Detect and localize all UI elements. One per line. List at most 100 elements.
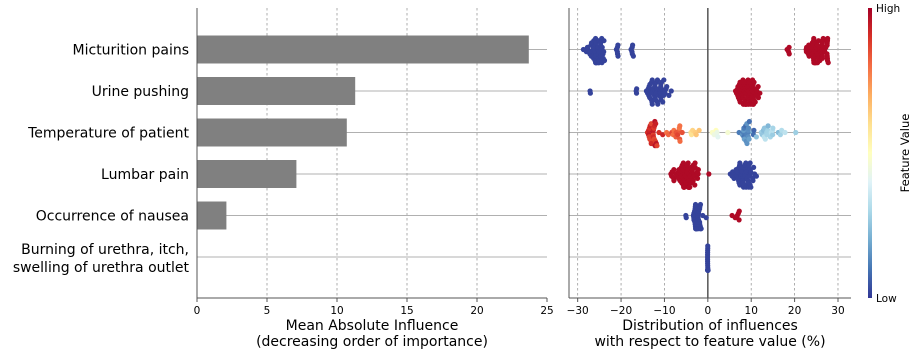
influence-point xyxy=(755,84,761,90)
influence-point xyxy=(777,132,783,138)
influence-point xyxy=(675,132,681,138)
influence-point xyxy=(668,88,674,94)
influence-point xyxy=(630,42,636,48)
influence-point xyxy=(770,132,776,138)
x-axis-label: with respect to feature value (%) xyxy=(594,334,825,350)
influence-point xyxy=(705,243,711,249)
colorbar-axis-label: Feature Value xyxy=(898,114,912,193)
influence-point xyxy=(662,90,668,96)
x-axis-label: Distribution of influences xyxy=(622,318,798,334)
influence-point xyxy=(715,134,721,140)
influence-point xyxy=(654,77,661,83)
bar-2 xyxy=(197,118,347,147)
influence-point xyxy=(601,49,607,55)
influence-point xyxy=(746,136,752,142)
influence-point xyxy=(683,215,689,221)
influence-point xyxy=(811,35,817,42)
x-tick-label: −20 xyxy=(610,305,632,317)
x-axis-label: (decreasing order of importance) xyxy=(256,334,488,350)
influence-point xyxy=(825,35,831,42)
influence-beeswarm-chart: −30 −20 −10 0 10 20 30 Distribution of influenc… xyxy=(567,8,851,350)
influence-point xyxy=(679,129,685,136)
influence-point xyxy=(819,55,826,61)
influence-point xyxy=(786,51,792,57)
influence-point xyxy=(751,79,757,85)
influence-point xyxy=(601,38,607,44)
influence-point xyxy=(762,136,768,142)
influence-point xyxy=(786,44,792,50)
influence-point xyxy=(820,35,826,42)
bar-0 xyxy=(197,35,529,64)
influence-point xyxy=(601,57,608,64)
influence-point xyxy=(757,90,763,96)
influence-point xyxy=(649,101,655,107)
influence-point xyxy=(587,90,593,96)
influence-point xyxy=(599,44,605,50)
influence-point xyxy=(765,123,771,129)
influence-point xyxy=(695,167,701,173)
influence-point xyxy=(737,160,743,166)
influence-point xyxy=(706,171,712,177)
influence-point xyxy=(677,138,683,144)
influence-point xyxy=(692,182,698,188)
x-tick-label: 10 xyxy=(330,305,343,317)
influence-point xyxy=(685,160,691,166)
influence-point xyxy=(736,217,742,223)
influence-point xyxy=(690,178,696,184)
influence-point xyxy=(653,121,659,127)
influence-point xyxy=(725,129,731,136)
influence-point xyxy=(752,99,758,105)
category-label: Burning of urethra, itch, xyxy=(21,242,189,258)
influence-point xyxy=(677,123,683,129)
colorbar-low-label: Low xyxy=(876,293,897,305)
category-label: swelling of urethra outlet xyxy=(13,260,190,276)
bar-4 xyxy=(197,201,227,230)
bar-3 xyxy=(197,160,297,188)
influence-point xyxy=(825,60,831,66)
influence-point xyxy=(793,129,799,136)
influence-point xyxy=(666,92,672,98)
influence-point xyxy=(649,77,655,83)
influence-point xyxy=(815,38,822,44)
influence-point xyxy=(746,118,752,125)
influence-point xyxy=(782,129,788,136)
x-tick-label: −30 xyxy=(567,305,589,317)
influence-point xyxy=(630,53,636,59)
influence-point xyxy=(751,164,757,170)
category-label: Lumbar pain xyxy=(101,167,189,183)
influence-point xyxy=(751,127,757,133)
influence-point xyxy=(687,184,693,190)
importance-bar-chart: Micturition pains Urine pushing Temperatur… xyxy=(13,8,554,350)
influence-point xyxy=(695,171,701,177)
influence-point xyxy=(755,95,762,101)
influence-point xyxy=(747,160,753,166)
colorbar-strip xyxy=(868,8,872,298)
bar-1 xyxy=(197,77,356,105)
influence-point xyxy=(745,125,752,131)
influence-point xyxy=(753,173,760,179)
x-axis-label: Mean Absolute Influence xyxy=(286,318,459,334)
colorbar-high-label: High xyxy=(876,3,900,15)
influence-point xyxy=(648,140,654,147)
influence-point xyxy=(660,99,666,105)
category-label: Micturition pains xyxy=(73,43,189,59)
x-tick-label: 20 xyxy=(470,305,483,317)
influence-point xyxy=(693,132,699,138)
influence-point xyxy=(633,90,640,96)
influence-point xyxy=(694,175,701,181)
influence-point xyxy=(705,267,711,273)
influence-point xyxy=(615,53,621,59)
x-tick-label: 15 xyxy=(400,305,413,317)
influence-point xyxy=(671,167,677,173)
influence-point xyxy=(753,134,759,140)
x-tick-label: 10 xyxy=(745,305,758,317)
influence-point xyxy=(634,86,640,92)
influence-point xyxy=(692,160,698,166)
influence-point xyxy=(697,201,704,208)
x-tick-label: −10 xyxy=(653,305,675,317)
influence-point xyxy=(736,208,742,214)
influence-point xyxy=(664,84,670,90)
influence-point xyxy=(696,127,702,133)
x-tick-label: 20 xyxy=(788,305,801,317)
x-tick-label: 30 xyxy=(831,305,844,317)
